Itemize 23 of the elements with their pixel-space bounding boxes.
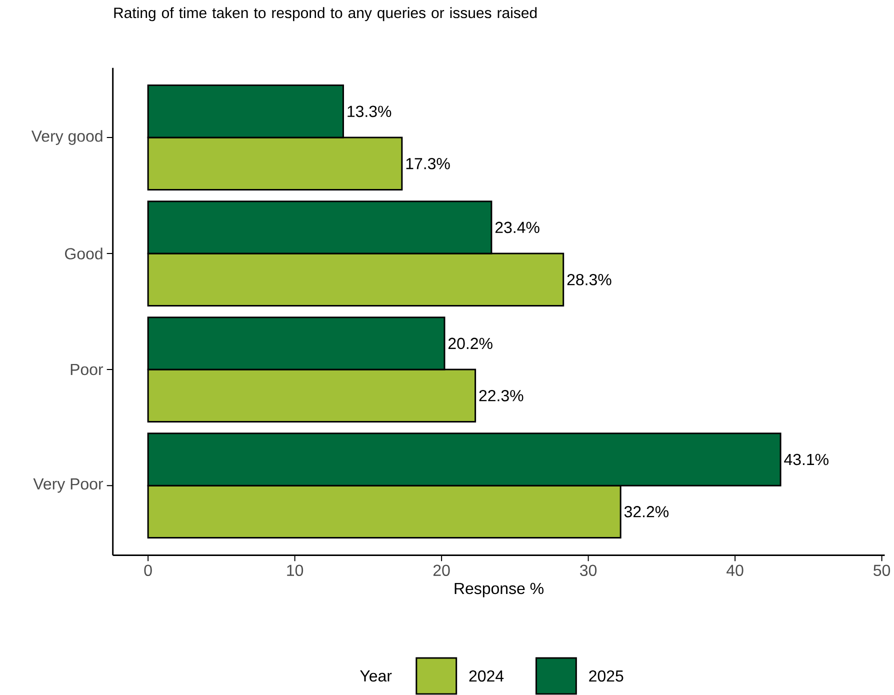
data-label: 23.4% [495,222,540,234]
data-label: 32.2% [624,506,669,518]
x-tick-label: 0 [144,564,152,576]
x-tick-label: 40 [726,564,744,576]
y-tick-label: Poor [70,364,104,376]
legend-label: 2024 [469,670,504,682]
legend-label: 2025 [589,670,624,682]
data-label: 17.3% [406,158,450,170]
x-tick-label: 20 [433,564,450,576]
x-tick-label: 50 [874,564,890,576]
x-tick-label: 10 [287,564,304,576]
legend-title: Year [360,670,392,682]
data-label: 13.3% [348,106,392,118]
data-label: 28.3% [567,274,612,286]
x-axis-title: Response % [454,583,544,598]
data-label: 43.1% [784,454,828,466]
y-tick-label: Very Poor [33,478,104,493]
x-tick-label: 30 [580,564,597,576]
chart-title: Rating of time taken to respond to any queries or issues raised [114,7,537,22]
data-label: 20.2% [448,338,492,350]
y-tick-label: Very good [31,130,102,146]
y-tick-label: Good [65,248,102,260]
data-label: 22.3% [479,390,524,402]
